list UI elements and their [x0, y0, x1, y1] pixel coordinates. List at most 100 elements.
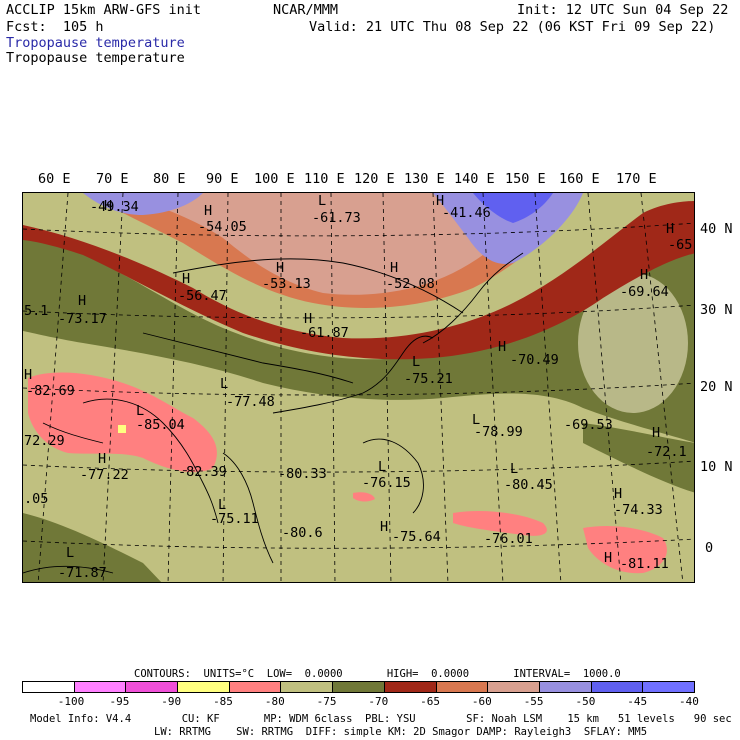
contour-value: -80.6: [282, 525, 323, 541]
legend-tick-label: -95: [109, 695, 130, 708]
lon-label: 140 E: [454, 171, 495, 187]
low-marker: L: [66, 545, 75, 561]
tropopause-temperature-map: [23, 193, 694, 582]
low-marker: L: [412, 354, 421, 370]
lat-label: 40 N: [700, 221, 733, 237]
low-marker: L: [218, 497, 227, 513]
shade-pink-se: [583, 526, 667, 574]
field-title-contour: Tropopause temperature: [6, 50, 185, 66]
lon-label: 170 E: [616, 171, 657, 187]
coastline: [422, 252, 524, 344]
contour-value: -76.15: [362, 475, 411, 491]
coastline: [23, 565, 114, 574]
low-marker: L: [220, 376, 229, 392]
contour-value: -61.73: [312, 210, 361, 226]
high-marker: H: [604, 550, 613, 566]
low-marker: L: [378, 459, 387, 475]
lon-label: 110 E: [304, 171, 345, 187]
shade-red: [23, 201, 694, 360]
model-title: ACCLIP 15km ARW-GFS init: [6, 2, 202, 18]
lon-label: 150 E: [505, 171, 546, 187]
graticule-line: [222, 193, 229, 582]
graticule-line: [23, 222, 694, 237]
org-label: NCAR/MMM: [273, 2, 339, 18]
coastline: [362, 438, 424, 514]
high-marker: H: [498, 339, 507, 355]
legend-tick-label: -65: [420, 695, 441, 708]
high-marker: H: [276, 260, 285, 276]
contour-info: CONTOURS: UNITS=°C LOW= 0.0000 HIGH= 0.0…: [134, 668, 621, 680]
contour-value: -77.48: [226, 394, 275, 410]
contour-value: -61.87: [300, 325, 349, 341]
contour-value: -75.11: [210, 511, 259, 527]
graticule-line: [23, 460, 694, 473]
lon-label: 130 E: [404, 171, 445, 187]
coastline: [222, 452, 274, 564]
shade-pink-india: [28, 372, 217, 473]
coastlines: [23, 252, 524, 574]
legend-swatch: [643, 682, 694, 692]
shade-pink-spot: [353, 492, 375, 502]
legend-swatch: [488, 682, 540, 692]
high-marker: H: [304, 311, 313, 327]
legend-swatch: [229, 682, 282, 692]
coastline: [42, 422, 104, 444]
contour-value: -73.17: [58, 311, 107, 327]
contour-value: -72.1: [646, 444, 687, 460]
contour-value: -80.45: [504, 477, 553, 493]
contour-value: -41.46: [442, 205, 491, 221]
contour-value: -53.13: [262, 276, 311, 292]
contour-value: -82.39: [178, 464, 227, 480]
lat-label: 0: [705, 540, 714, 556]
lat-label: 10 N: [700, 459, 733, 475]
legend-swatch: [126, 682, 179, 692]
lon-label: 100 E: [254, 171, 295, 187]
contour-value: -54.05: [198, 219, 247, 235]
contour-value: -85.04: [136, 417, 185, 433]
lon-label: 70 E: [96, 171, 129, 187]
graticule-line: [23, 382, 694, 396]
low-marker: L: [318, 193, 327, 209]
legend-tick-label: -100: [57, 695, 85, 708]
graticule-line: [330, 193, 336, 582]
graticule-line: [534, 193, 562, 582]
legend-swatch: [23, 682, 75, 692]
shade-salmon: [113, 193, 543, 295]
legend-swatch: [333, 682, 385, 692]
lon-label: 90 E: [206, 171, 239, 187]
lon-label: 160 E: [559, 171, 600, 187]
shade-dark-olive-sw: [23, 513, 162, 582]
graticule-line: [382, 193, 392, 582]
legend-tick-label: -55: [523, 695, 544, 708]
legend-tick-label: -40: [679, 695, 699, 708]
contour-value: -65: [668, 237, 693, 253]
high-marker: H: [78, 293, 87, 309]
graticule-line: [640, 193, 684, 582]
coastline: [272, 335, 434, 414]
contour-value: -70.49: [510, 352, 559, 368]
high-marker: H: [204, 203, 213, 219]
legend-tick-label: -80: [264, 695, 285, 708]
physics-info: LW: RRTMG SW: RRTMG DIFF: simple KM: 2D …: [154, 726, 648, 738]
legend-swatch: [436, 682, 489, 692]
contour-value: -75.64: [392, 529, 441, 545]
high-marker: H: [640, 267, 649, 283]
field-title-shaded: Tropopause temperature: [6, 35, 185, 51]
legend-swatch: [591, 682, 644, 692]
contour-value: -69.64: [620, 284, 669, 300]
map-panel: [22, 192, 695, 583]
shade-lavender-west: [83, 193, 203, 215]
shade-dark-olive-east: [583, 423, 694, 493]
contour-value: -81.11: [620, 556, 669, 572]
graticule-line: [23, 538, 694, 549]
lon-label: 80 E: [153, 171, 186, 187]
high-marker: H: [182, 271, 191, 287]
contour-value: -80.33: [278, 466, 327, 482]
contour-value: -71.87: [58, 565, 107, 581]
color-legend: [22, 681, 695, 693]
high-marker: H: [24, 367, 33, 383]
contour-value: .05: [24, 491, 49, 507]
contour-value: -52.08: [386, 276, 435, 292]
border: [172, 258, 464, 314]
high-marker: H: [666, 221, 675, 237]
